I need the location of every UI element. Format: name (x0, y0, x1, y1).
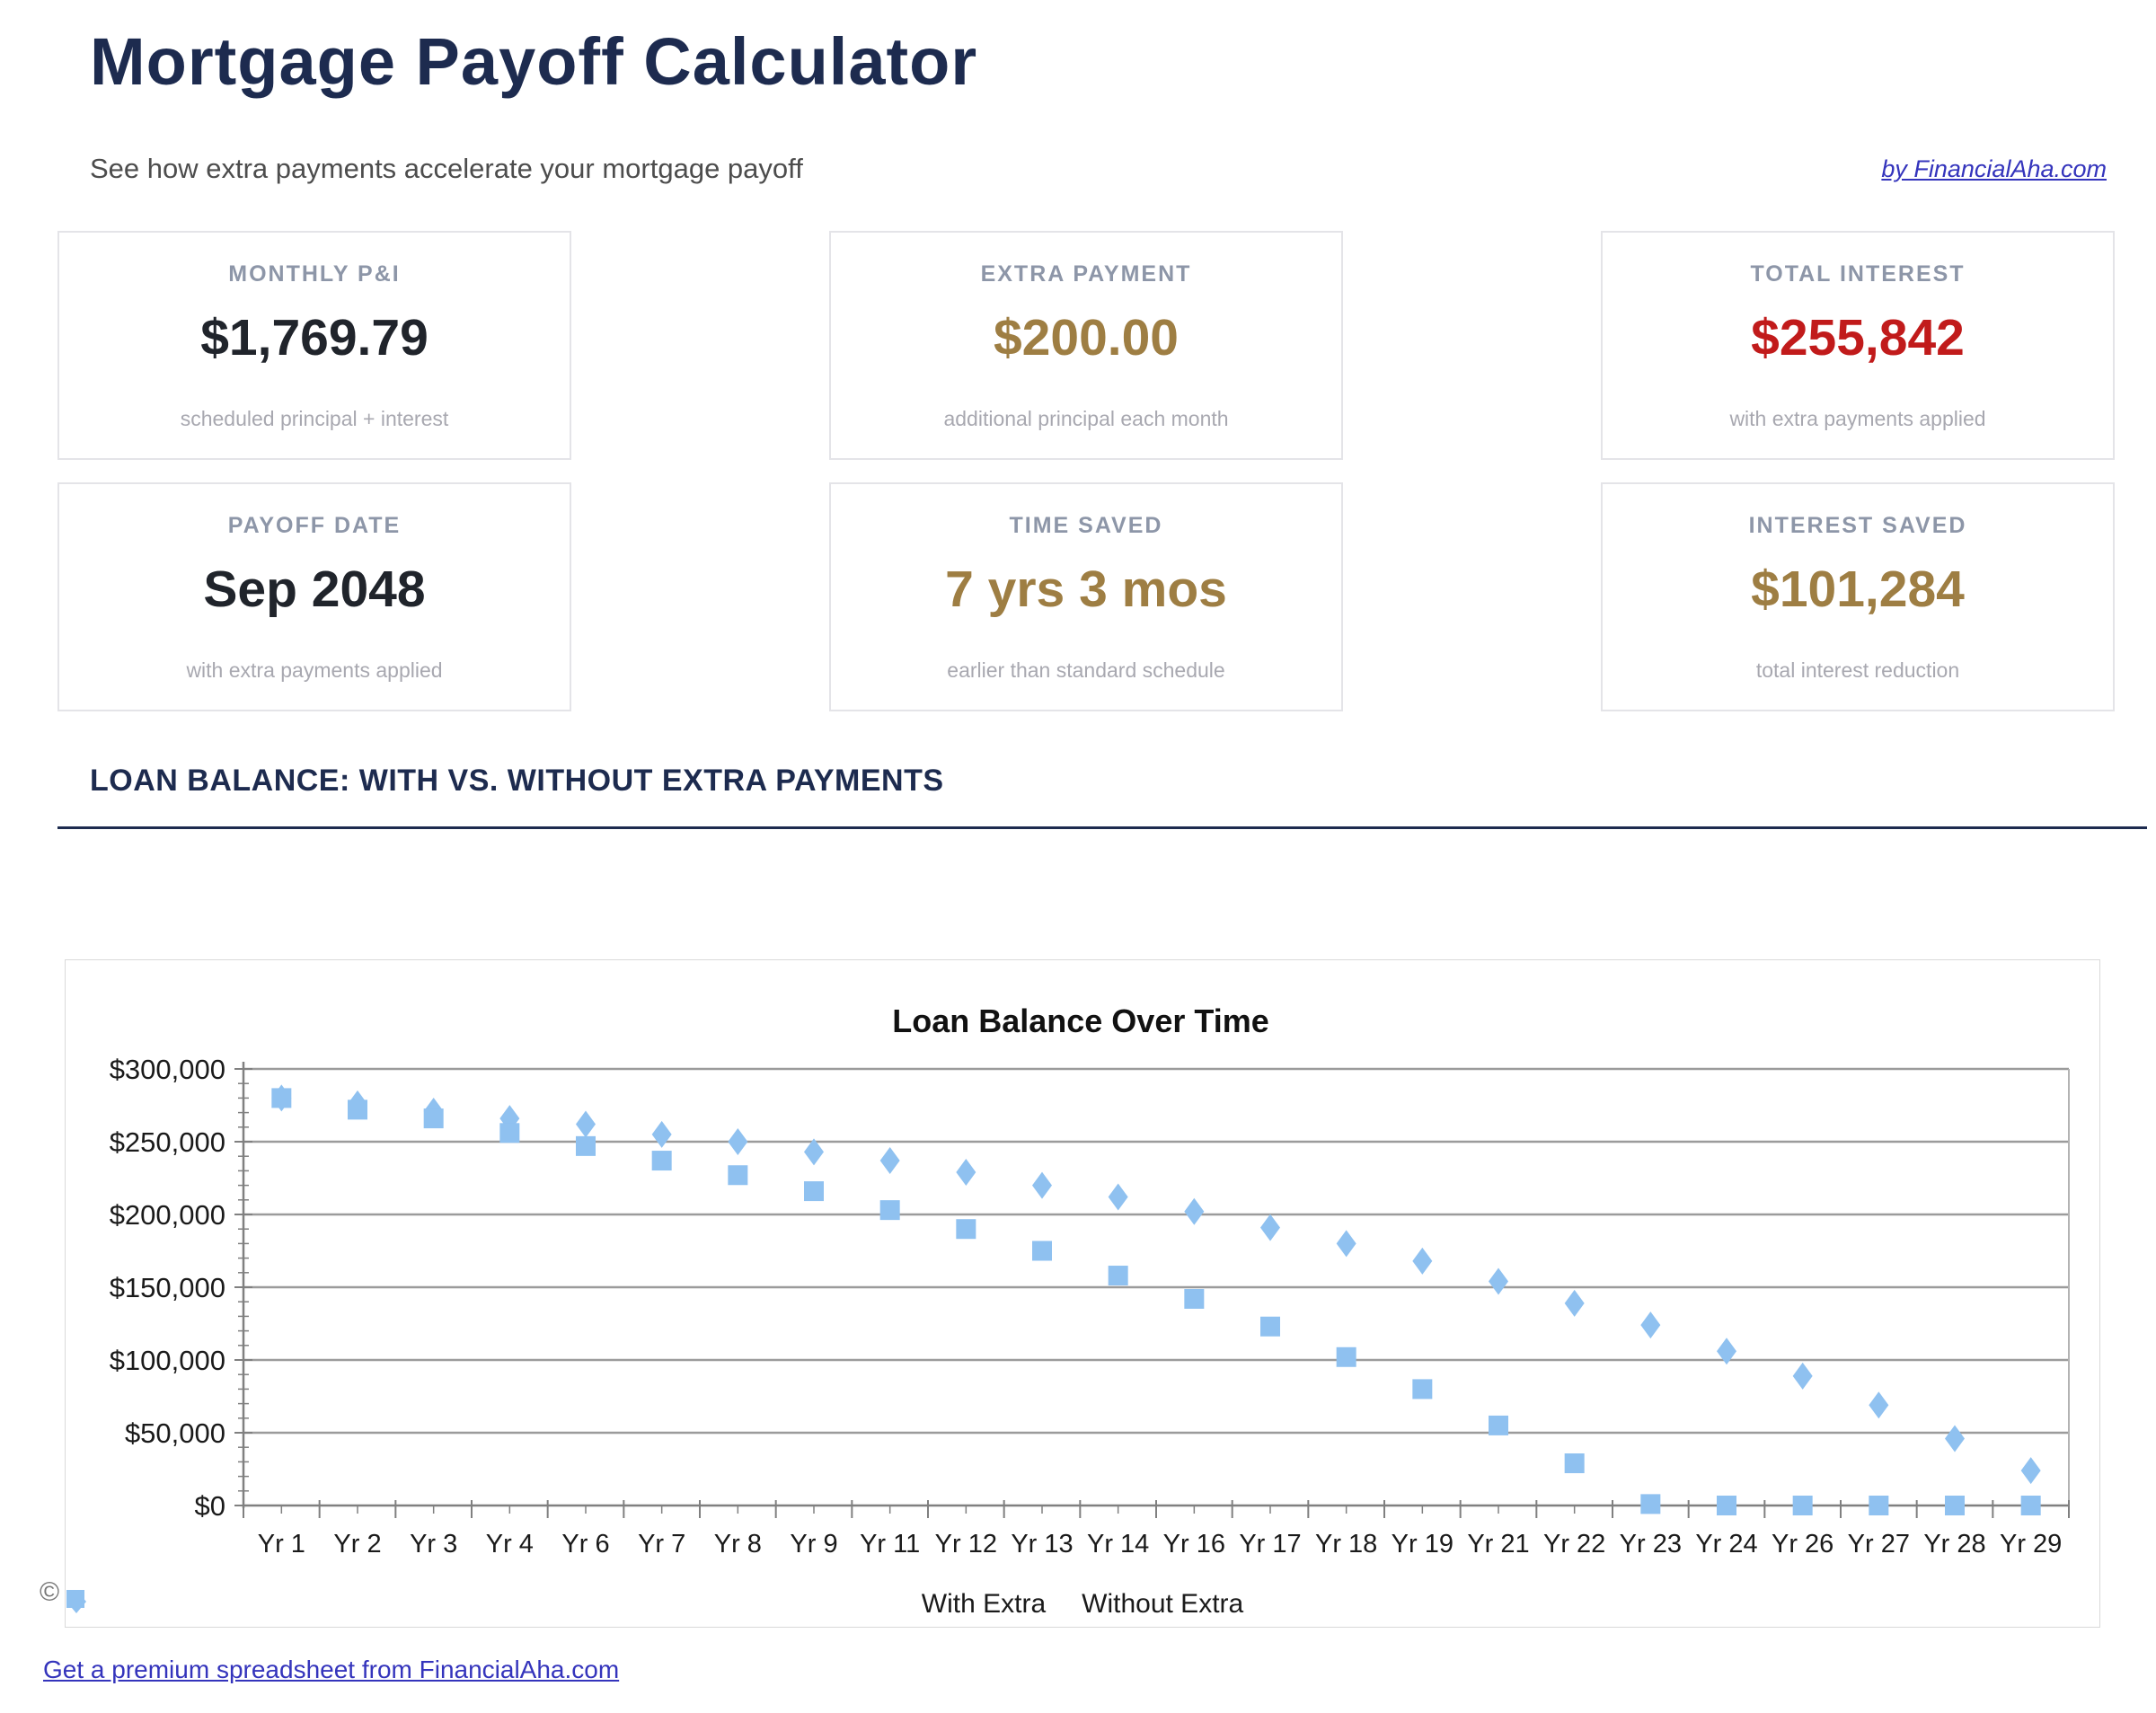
svg-text:Yr 8: Yr 8 (714, 1530, 762, 1558)
svg-text:Yr 27: Yr 27 (1848, 1530, 1910, 1558)
stat-cards-grid: MONTHLY P&I $1,769.79 scheduled principa… (57, 231, 2115, 711)
svg-text:Yr 7: Yr 7 (638, 1530, 685, 1558)
stat-card-total-interest: TOTAL INTEREST $255,842 with extra payme… (1601, 231, 2115, 460)
card-value: $101,284 (1751, 561, 1965, 618)
section-heading: LOAN BALANCE: WITH VS. WITHOUT EXTRA PAY… (90, 764, 944, 798)
loan-balance-chart: $300,000 $250,000 $200,000 $150,000 $100,000… (110, 1002, 2070, 1558)
svg-text:Yr 21: Yr 21 (1467, 1530, 1529, 1558)
section-divider (57, 826, 2147, 829)
card-label: INTEREST SAVED (1748, 513, 1967, 538)
card-label: TOTAL INTEREST (1750, 261, 1966, 287)
svg-text:Yr 23: Yr 23 (1620, 1530, 1682, 1558)
card-value: $200.00 (993, 309, 1180, 366)
svg-text:Yr 24: Yr 24 (1695, 1530, 1757, 1558)
stat-card-monthly-pi: MONTHLY P&I $1,769.79 scheduled principa… (57, 231, 571, 460)
svg-text:$200,000: $200,000 (110, 1199, 225, 1231)
svg-text:$50,000: $50,000 (125, 1417, 225, 1449)
card-label: PAYOFF DATE (227, 513, 402, 538)
svg-text:Yr 18: Yr 18 (1315, 1530, 1377, 1558)
svg-text:Yr 6: Yr 6 (561, 1530, 609, 1558)
byline-link[interactable]: by FinancialAha.com (1881, 155, 2107, 182)
svg-text:$100,000: $100,000 (110, 1345, 225, 1376)
svg-text:Yr 19: Yr 19 (1392, 1530, 1454, 1558)
svg-text:Yr 14: Yr 14 (1087, 1530, 1149, 1558)
svg-text:Yr 28: Yr 28 (1923, 1530, 1985, 1558)
svg-text:Loan Balance Over Time: Loan Balance Over Time (892, 1002, 1269, 1039)
svg-text:Yr 16: Yr 16 (1163, 1530, 1225, 1558)
stat-card-interest-saved: INTEREST SAVED $101,284 total interest r… (1601, 482, 2115, 711)
card-caption: with extra payments applied (186, 658, 443, 682)
card-caption: with extra payments applied (1729, 407, 1986, 430)
legend-item-without-extra: Without Extra (66, 1589, 1244, 1620)
svg-text:Yr 1: Yr 1 (258, 1530, 305, 1558)
card-label: TIME SAVED (1009, 513, 1163, 538)
card-caption: additional principal each month (943, 407, 1229, 430)
legend-label: With Extra (921, 1589, 1047, 1619)
card-value: 7 yrs 3 mos (945, 561, 1227, 618)
svg-text:$150,000: $150,000 (110, 1272, 225, 1303)
svg-text:Yr 22: Yr 22 (1543, 1530, 1605, 1558)
svg-text:Yr 13: Yr 13 (1011, 1530, 1073, 1558)
legend-label: Without Extra (1082, 1589, 1244, 1619)
copyright-clipped-text: © (40, 1577, 60, 1607)
card-caption: scheduled principal + interest (180, 407, 449, 430)
svg-text:Yr 9: Yr 9 (790, 1530, 837, 1558)
svg-text:Yr 17: Yr 17 (1239, 1530, 1301, 1558)
card-caption: total interest reduction (1755, 658, 1960, 682)
card-label: EXTRA PAYMENT (980, 261, 1192, 287)
page-subtitle: See how extra payments accelerate your m… (90, 153, 803, 184)
svg-text:$300,000: $300,000 (110, 1054, 225, 1085)
legend-item-with-extra: With Extra (66, 1589, 1047, 1620)
chart-legend: With Extra Without Extra (66, 1589, 2099, 1620)
card-value: $1,769.79 (200, 309, 429, 366)
page-title: Mortgage Payoff Calculator (90, 24, 978, 99)
card-label: MONTHLY P&I (228, 261, 401, 287)
card-value: Sep 2048 (203, 561, 426, 618)
svg-text:Yr 2: Yr 2 (333, 1530, 381, 1558)
svg-text:Yr 26: Yr 26 (1772, 1530, 1833, 1558)
loan-balance-chart-panel: $300,000 $250,000 $200,000 $150,000 $100,000… (65, 959, 2100, 1628)
svg-text:Yr 29: Yr 29 (2000, 1530, 2062, 1558)
stat-card-extra-payment: EXTRA PAYMENT $200.00 additional princip… (829, 231, 1343, 460)
svg-text:Yr 3: Yr 3 (410, 1530, 457, 1558)
svg-text:Yr 4: Yr 4 (486, 1530, 534, 1558)
svg-text:$0: $0 (195, 1490, 225, 1522)
card-value: $255,842 (1751, 309, 1965, 366)
diamond-marker-icon (66, 1590, 86, 1613)
stat-card-payoff-date: PAYOFF DATE Sep 2048 with extra payments… (57, 482, 571, 711)
stat-card-time-saved: TIME SAVED 7 yrs 3 mos earlier than stan… (829, 482, 1343, 711)
svg-text:Yr 11: Yr 11 (860, 1530, 920, 1558)
card-caption: earlier than standard schedule (947, 658, 1225, 682)
premium-spreadsheet-link[interactable]: Get a premium spreadsheet from Financial… (43, 1656, 620, 1683)
svg-text:Yr 12: Yr 12 (935, 1530, 997, 1558)
svg-text:$250,000: $250,000 (110, 1126, 225, 1158)
